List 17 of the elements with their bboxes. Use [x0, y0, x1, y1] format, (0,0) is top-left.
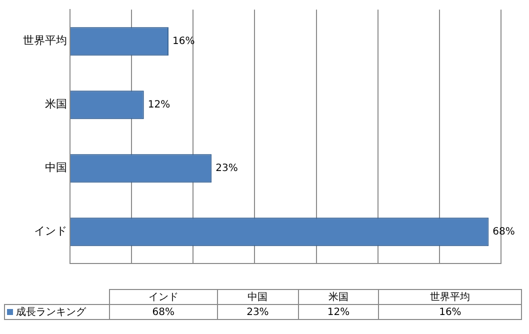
legend-label: 成長ランキング — [4, 304, 110, 320]
text: 16% — [439, 306, 462, 318]
category-label: 世界平均 — [430, 292, 470, 303]
category-label: インド — [148, 292, 178, 303]
data-label: 12% — [148, 99, 170, 110]
data-label: 68% — [492, 226, 515, 238]
y-tick-label: インド — [34, 224, 67, 238]
y-tick-label: 中国 — [45, 161, 67, 174]
category-label: 中国 — [248, 292, 268, 303]
y-tick-label: 米国 — [45, 98, 67, 111]
text: 23% — [246, 306, 269, 318]
category-label: 米国 — [328, 292, 348, 303]
text: 68% — [152, 306, 175, 318]
data-label: 23% — [216, 162, 238, 174]
data-label: 16% — [172, 36, 195, 47]
y-tick-label: 世界平均 — [23, 34, 67, 48]
text: 12% — [327, 306, 350, 318]
